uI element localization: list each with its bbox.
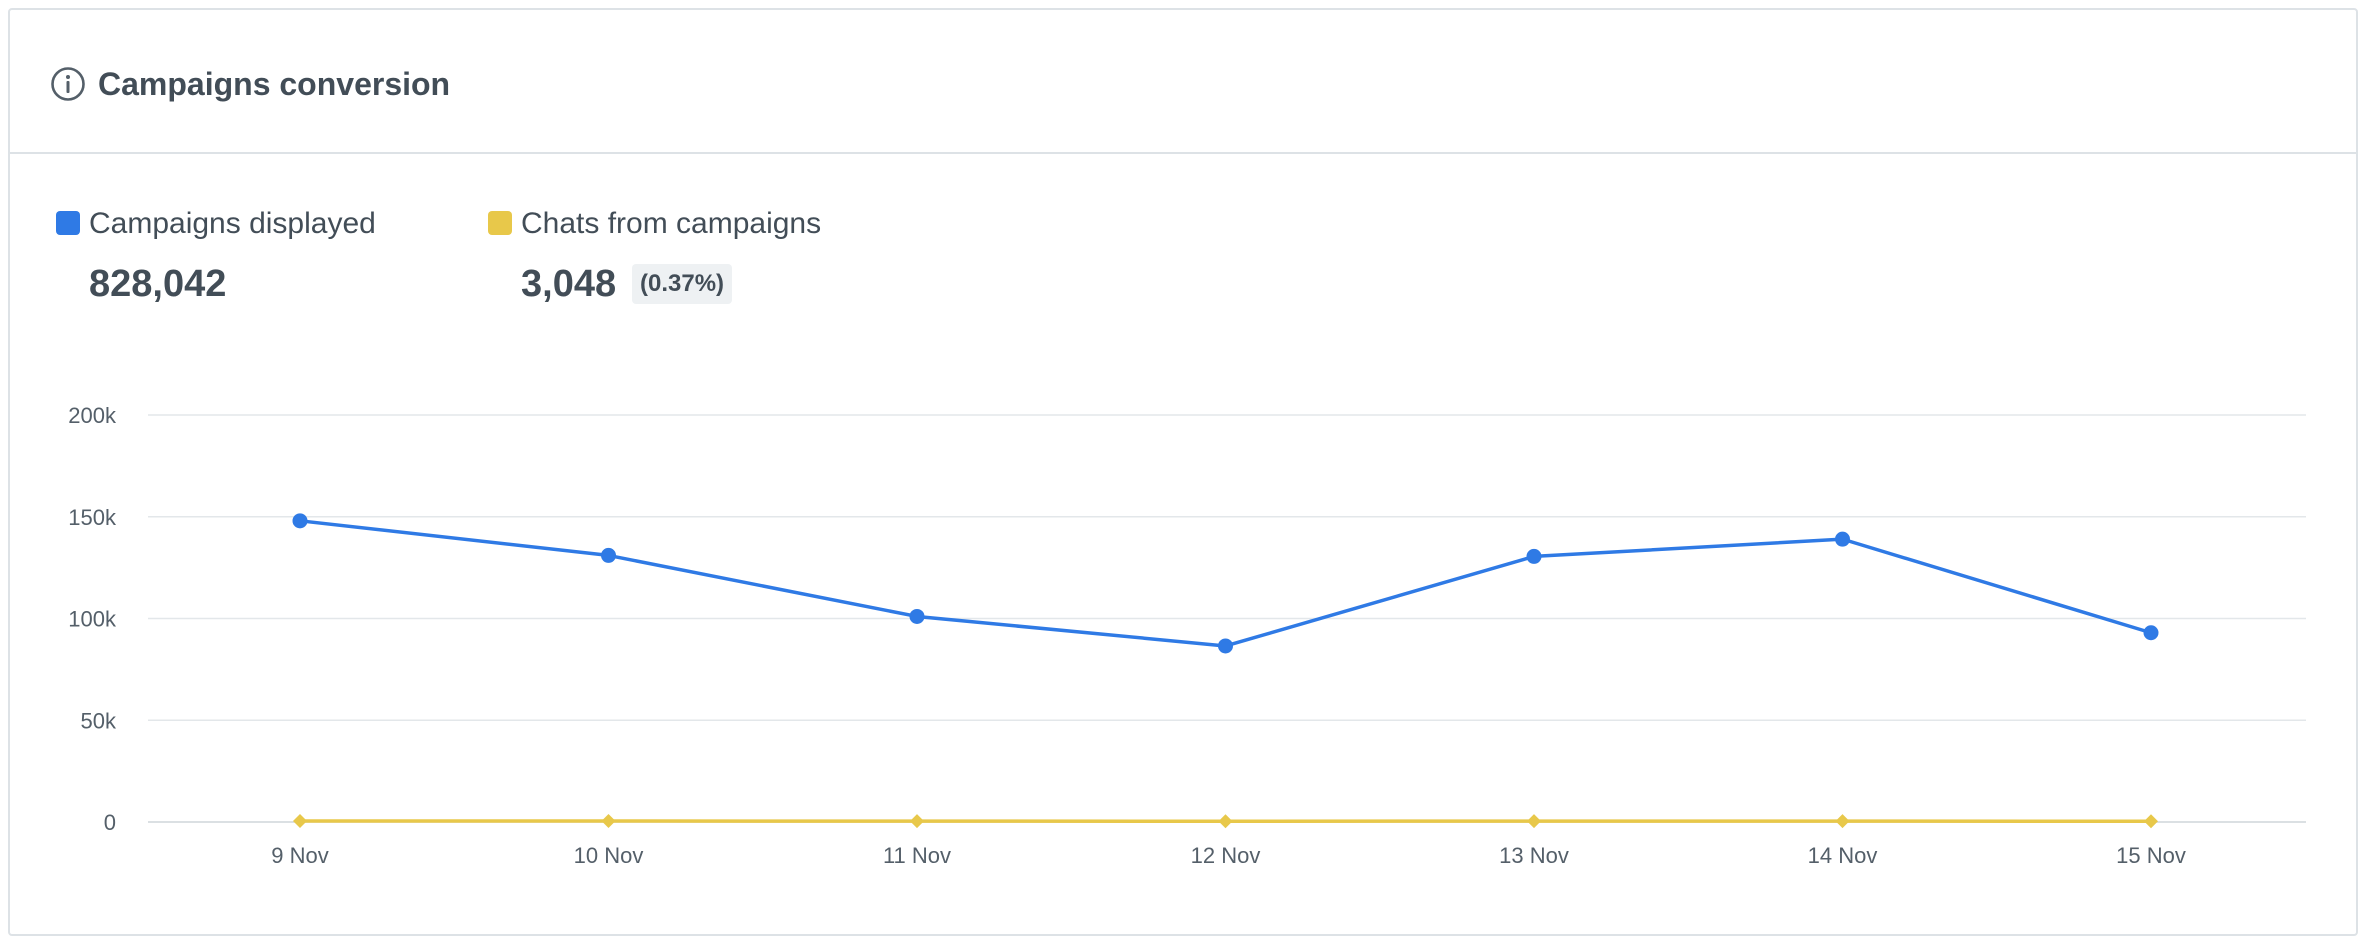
- info-icon[interactable]: [50, 66, 86, 102]
- y-tick-label: 200k: [68, 403, 117, 428]
- x-tick-label: 9 Nov: [271, 843, 328, 868]
- data-point: [910, 814, 924, 829]
- percentage-badge: (0.37%): [632, 264, 733, 304]
- x-tick-label: 10 Nov: [574, 843, 644, 868]
- series-line: [298, 519, 2153, 648]
- legend-value: 3,048: [521, 263, 617, 305]
- x-tick-label: 15 Nov: [2116, 843, 2186, 868]
- legend-item-campaigns-displayed[interactable]: Campaigns displayed 828,042: [56, 202, 386, 305]
- legend-item-chats-from-campaigns[interactable]: Chats from campaigns 3,048 (0.37%): [488, 202, 848, 305]
- card-header: Campaigns conversion: [10, 10, 2356, 154]
- legend-label: Campaigns displayed: [89, 207, 376, 240]
- campaigns-conversion-card: Campaigns conversion Campaigns displayed…: [8, 8, 2358, 936]
- legend-value: 828,042: [89, 263, 227, 305]
- x-tick-label: 14 Nov: [1808, 843, 1878, 868]
- data-point: [1835, 531, 1850, 547]
- legend-label: Chats from campaigns: [521, 207, 822, 240]
- data-point: [909, 608, 925, 624]
- y-tick-label: 0: [104, 810, 116, 835]
- data-point: [1526, 548, 1542, 564]
- x-tick-label: 11 Nov: [883, 843, 951, 868]
- data-point: [601, 547, 616, 563]
- x-tick-label: 12 Nov: [1191, 843, 1261, 868]
- data-point: [1218, 814, 1233, 829]
- x-tick-label: 13 Nov: [1499, 843, 1569, 868]
- card-title: Campaigns conversion: [98, 66, 451, 102]
- data-point: [2144, 814, 2158, 829]
- y-tick-label: 50k: [81, 708, 117, 733]
- data-point: [1527, 814, 1541, 829]
- legend-swatch: [488, 211, 512, 235]
- legend-swatch: [56, 211, 80, 235]
- y-tick-label: 100k: [68, 607, 117, 632]
- data-point: [1835, 814, 1850, 829]
- data-point: [601, 814, 616, 829]
- data-point: [2143, 625, 2159, 641]
- data-point: [1218, 638, 1233, 654]
- data-point: [293, 813, 307, 828]
- y-tick-label: 150k: [68, 505, 117, 530]
- data-point: [292, 513, 308, 529]
